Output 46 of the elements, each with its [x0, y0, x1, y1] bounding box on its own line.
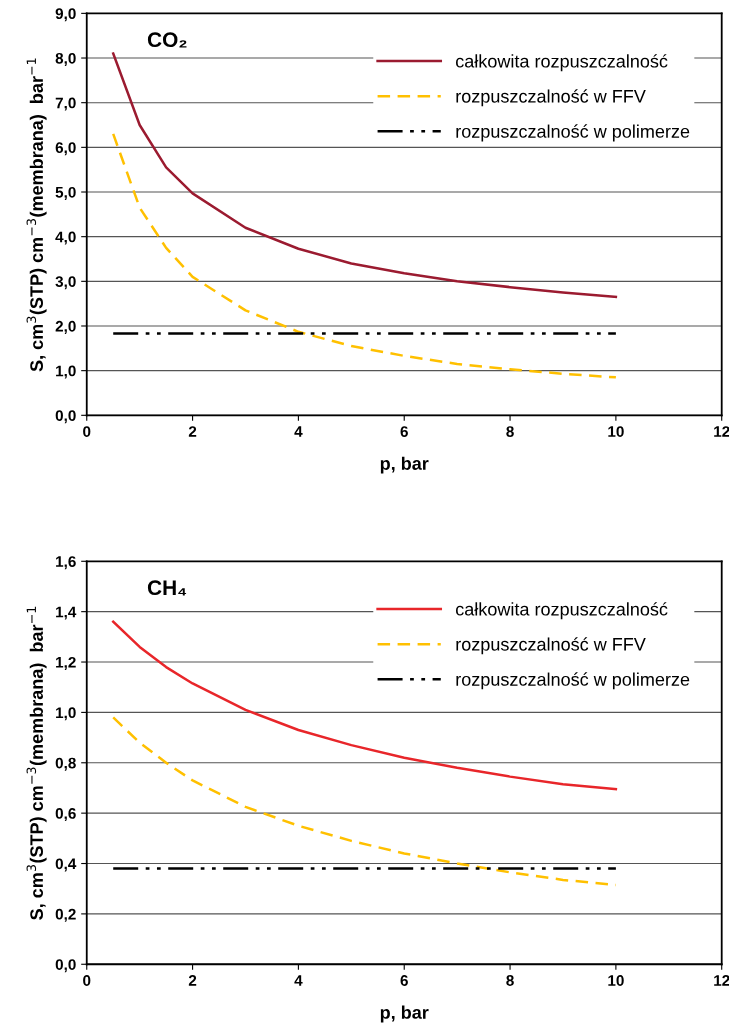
legend-label: rozpuszczalność w polimerze	[456, 124, 690, 142]
y-tick-label: 1,0	[56, 365, 76, 379]
y-axis-title: S, cm$^{3}$(STP) cm$^{−3}$(membrana) bar$^{−1}$	[26, 606, 47, 920]
x-axis-title: p, bar	[380, 1005, 429, 1023]
y-tick-label: 1,2	[56, 656, 76, 670]
y-tick-label: 8,0	[55, 52, 76, 66]
y-tick-label: 4,0	[55, 231, 76, 245]
legend-label: całkowita rozpuszczalność	[455, 602, 668, 620]
legend-label: rozpuszczalność w FFV	[456, 89, 646, 107]
x-tick-label: 10	[608, 426, 624, 437]
x-tick-label: 6	[400, 426, 408, 437]
x-tick-label: 12	[714, 426, 729, 437]
y-tick-label: 9,0	[55, 8, 76, 22]
text: CO₂	[147, 32, 187, 48]
legend-label: rozpuszczalność w polimerze	[456, 672, 690, 690]
x-tick-label: 2	[188, 975, 197, 986]
y-tick-label: 1,0	[56, 707, 76, 721]
x-tick-label: 12	[714, 975, 729, 986]
line-series	[111, 716, 618, 887]
y-tick-label: 0,2	[55, 908, 76, 922]
x-tick-label: 6	[400, 975, 408, 986]
y-tick-label: 0,8	[55, 757, 76, 771]
x-tick-label: 0	[83, 426, 91, 437]
y-tick-label: 0,0	[55, 410, 76, 424]
y-tick-label: 1,4	[56, 606, 77, 620]
legend-label: rozpuszczalność w FFV	[456, 637, 646, 655]
x-axis-title: p, bar	[380, 456, 429, 474]
x-tick-label: 0	[83, 975, 91, 986]
x-tick-label: 8	[506, 426, 514, 437]
y-tick-label: 5,0	[55, 186, 76, 200]
x-tick-label: 4	[294, 426, 303, 437]
x-tick-label: 4	[294, 975, 303, 986]
legend-label: całkowita rozpuszczalność	[455, 54, 668, 72]
y-axis-title: S, cm$^{3}$(STP) cm$^{−3}$(membrana) bar$^{−1}$	[26, 58, 47, 372]
y-tick-label: 2,0	[55, 320, 76, 334]
y-tick-label: 0,4	[55, 858, 77, 872]
y-tick-label: 1,6	[56, 556, 76, 570]
y-tick-label: 7,0	[55, 97, 76, 111]
x-tick-label: 8	[506, 975, 514, 986]
x-tick-label: 10	[608, 975, 624, 986]
y-tick-label: 3,0	[55, 276, 76, 290]
y-tick-label: 0,6	[55, 808, 76, 822]
text: CH₄	[147, 580, 187, 596]
y-tick-label: 6,0	[55, 142, 76, 156]
y-tick-label: 0,0	[55, 959, 76, 973]
x-tick-label: 2	[188, 426, 197, 437]
